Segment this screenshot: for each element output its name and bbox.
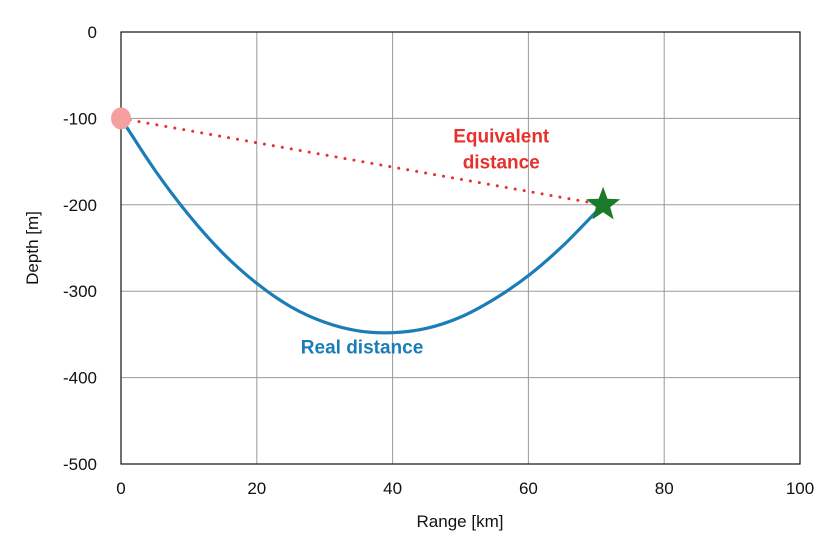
y-tick-label: -500 bbox=[63, 455, 97, 474]
source-marker bbox=[111, 107, 131, 130]
series-line-0 bbox=[119, 116, 605, 335]
x-tick-label: 80 bbox=[655, 479, 674, 498]
y-tick-label: -100 bbox=[63, 109, 97, 128]
x-tick-label: 20 bbox=[247, 479, 266, 498]
annotation-line: Equivalent bbox=[453, 127, 550, 148]
annotation-line: Real distance bbox=[301, 337, 424, 358]
y-tick-label: -400 bbox=[63, 369, 97, 388]
annotations: Equivalent distance Real distance bbox=[301, 127, 550, 359]
receiver-marker bbox=[585, 186, 621, 220]
annotation-1: Real distance bbox=[301, 337, 424, 358]
x-tick-labels: 0 20 40 60 80 100 bbox=[116, 479, 814, 498]
x-tick-label: 60 bbox=[519, 479, 538, 498]
y-tick-label: -300 bbox=[63, 282, 97, 301]
x-axis-label: Range [km] bbox=[417, 512, 504, 531]
y-tick-labels: 0 -100 -200 -300 -400 -500 bbox=[63, 23, 97, 474]
x-tick-label: 40 bbox=[383, 479, 402, 498]
annotation-0: Equivalent distance bbox=[453, 127, 550, 174]
plot-frame bbox=[120, 31, 801, 465]
y-tick-label: -200 bbox=[63, 196, 97, 215]
y-tick-label: 0 bbox=[88, 23, 97, 42]
series-line-1 bbox=[119, 116, 605, 207]
x-tick-label: 0 bbox=[116, 479, 125, 498]
x-tick-label: 100 bbox=[786, 479, 814, 498]
series-layer bbox=[119, 116, 605, 335]
marker-layer bbox=[111, 107, 621, 220]
annotation-line: distance bbox=[463, 153, 540, 174]
y-axis-label: Depth [m] bbox=[23, 211, 42, 285]
